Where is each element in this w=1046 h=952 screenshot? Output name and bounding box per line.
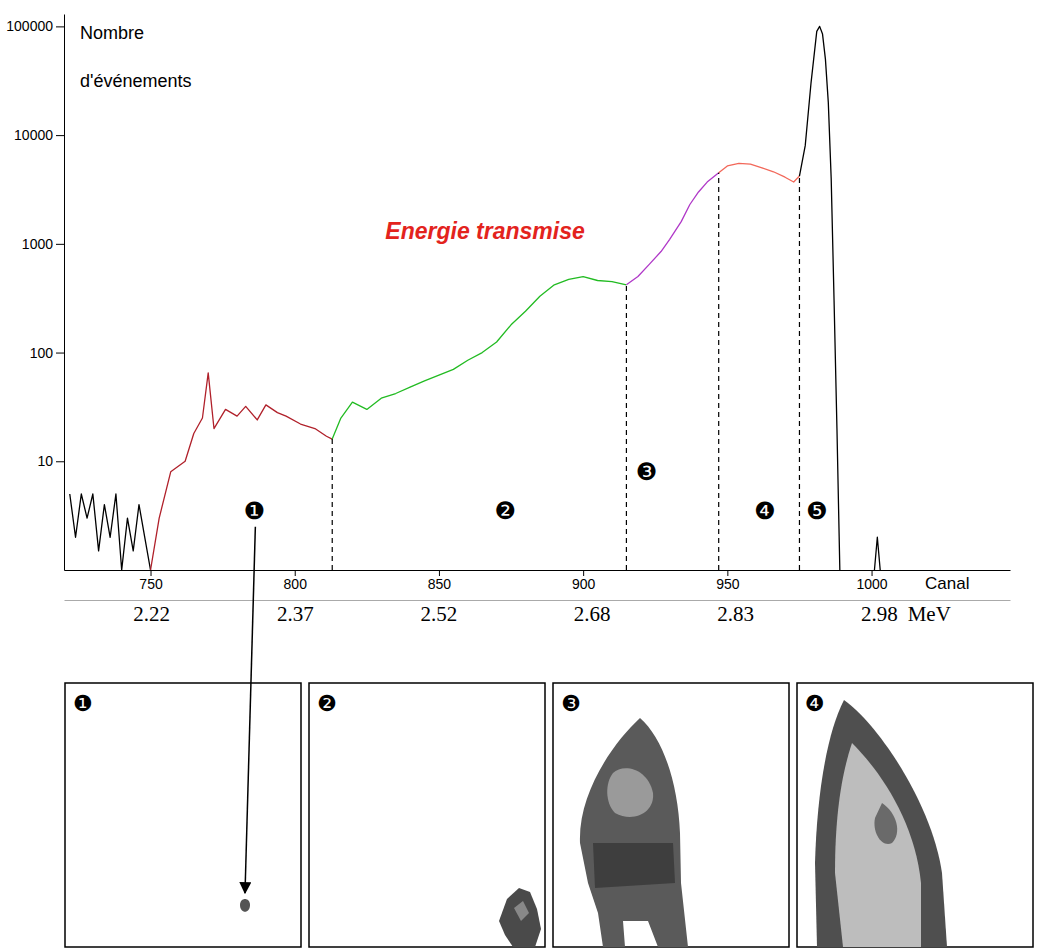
region-boundary xyxy=(626,285,627,570)
x2-axis-title: MeV xyxy=(908,602,951,626)
image-shape xyxy=(593,843,675,888)
image-shape xyxy=(607,768,653,817)
image-shape xyxy=(580,718,688,947)
region-boundary xyxy=(799,176,800,570)
x-tick-label: 950 xyxy=(716,576,740,592)
series-line xyxy=(70,494,151,570)
image-panel: ❸ xyxy=(553,683,789,947)
region-label: ❺ xyxy=(806,497,828,525)
x-tick-label: 1000 xyxy=(856,576,887,592)
y-tick: 100000 xyxy=(6,18,64,34)
chart-root: 10 100 1000 10000 100000 750 800 850 900 950 1000 2… xyxy=(0,0,1046,952)
x-tick-label: 750 xyxy=(139,576,163,592)
y-tick-label: 100 xyxy=(30,345,54,361)
x-tick: 950 xyxy=(716,570,740,592)
x2-tick-label: 2.68 xyxy=(574,602,611,626)
image-panel-frame xyxy=(797,683,1033,947)
x-tick: 900 xyxy=(572,570,596,592)
x2-tick: 2.98 xyxy=(861,600,898,626)
image-panel: ❶ xyxy=(65,683,301,947)
x-axis-line xyxy=(65,570,1011,571)
y-tick-label: 1000 xyxy=(22,236,53,252)
image-panel-label: ❸ xyxy=(561,691,581,716)
annotation: Energie transmise xyxy=(385,218,585,244)
y-axis: 10 100 1000 10000 100000 xyxy=(6,15,64,571)
x2-tick-label: 2.98 xyxy=(861,602,898,626)
image-panel-label: ❷ xyxy=(317,691,337,716)
x2-tick: 2.52 xyxy=(421,600,458,626)
image-shape xyxy=(815,700,947,947)
y-tick-mark xyxy=(56,135,64,136)
y-tick-mark xyxy=(56,26,64,27)
region-label: ❶ xyxy=(244,497,266,525)
image-shape xyxy=(514,901,529,921)
series-line xyxy=(626,173,718,285)
x2-tick: 2.68 xyxy=(574,600,611,626)
series-line xyxy=(799,26,880,570)
y-tick-mark xyxy=(56,353,64,354)
x-tick: 1000 xyxy=(856,570,887,592)
x2-axis-line xyxy=(65,600,1011,601)
image-panel: ❹ xyxy=(797,683,1033,947)
x-axis-title: Canal xyxy=(925,574,969,593)
region-label: ❹ xyxy=(754,497,776,525)
x2-tick: 2.22 xyxy=(133,600,170,626)
image-panel: ❷ xyxy=(309,683,545,947)
image-shape xyxy=(499,888,541,947)
y-tick: 10000 xyxy=(14,127,64,143)
pointer-arrow xyxy=(245,527,255,893)
plot-area xyxy=(70,26,880,570)
series-line xyxy=(719,163,800,182)
x-tick: 750 xyxy=(139,570,163,592)
x-tick-label: 800 xyxy=(284,576,308,592)
image-panel-label: ❹ xyxy=(805,691,825,716)
y-tick: 100 xyxy=(30,345,64,361)
image-shape xyxy=(240,899,250,912)
y-axis-title-line: Nombre xyxy=(80,23,144,43)
x-tick-label: 850 xyxy=(428,576,452,592)
x-tick: 850 xyxy=(428,570,452,592)
y-tick: 10 xyxy=(37,453,64,469)
series-line xyxy=(151,373,333,570)
y-axis-title-line: d'événements xyxy=(80,71,192,91)
y-tick: 1000 xyxy=(22,236,64,252)
x-axis: 750 800 850 900 950 1000 xyxy=(65,570,1011,592)
x-tick-label: 900 xyxy=(572,576,596,592)
x2-tick-label: 2.52 xyxy=(421,602,458,626)
y-tick-label: 100000 xyxy=(6,18,53,34)
y-axis-line xyxy=(64,15,65,571)
region-boundary xyxy=(332,439,333,570)
x2-axis: 2.22 2.37 2.52 2.68 2.83 2.98 xyxy=(65,600,1011,626)
series-line xyxy=(332,277,626,440)
x2-tick-label: 2.22 xyxy=(133,602,170,626)
x2-tick-label: 2.37 xyxy=(277,602,314,626)
image-panel-frame xyxy=(553,683,789,947)
image-shape xyxy=(835,743,921,947)
image-panel-frame xyxy=(309,683,545,947)
y-tick-label: 10000 xyxy=(14,127,53,143)
y-axis-title: Nombre d'événements xyxy=(80,23,192,91)
region-label: ❸ xyxy=(636,458,658,486)
x-tick: 800 xyxy=(284,570,308,592)
x2-tick: 2.83 xyxy=(717,600,754,626)
x2-tick: 2.37 xyxy=(277,600,314,626)
y-tick-mark xyxy=(56,244,64,245)
image-shape xyxy=(874,803,897,844)
x2-tick-label: 2.83 xyxy=(717,602,754,626)
region-label: ❷ xyxy=(495,497,517,525)
region-boundary xyxy=(718,173,719,570)
image-panel-frame xyxy=(65,683,301,947)
image-panel-label: ❶ xyxy=(73,691,93,716)
y-tick-label: 10 xyxy=(37,453,53,469)
y-tick-mark xyxy=(56,461,64,462)
